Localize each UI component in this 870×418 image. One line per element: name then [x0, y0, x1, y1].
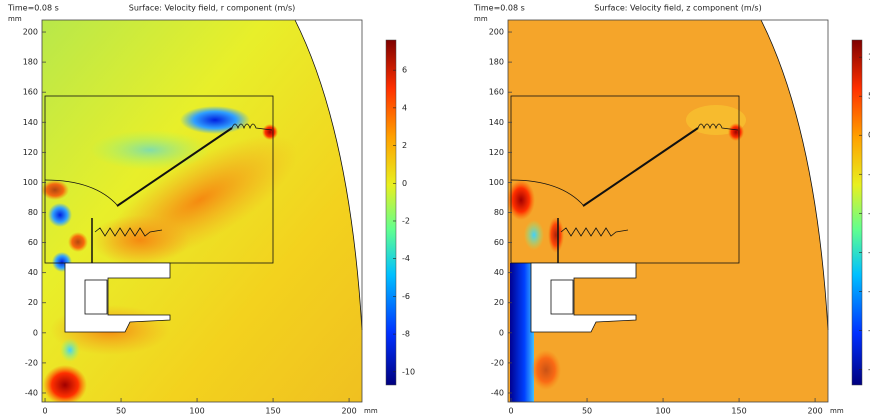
x-tick-label: 100 — [655, 407, 670, 416]
y-tick-label: -20 — [491, 358, 504, 367]
colorbar-tick-label: -10 — [402, 367, 415, 376]
membrane — [116, 127, 233, 207]
y-tick-label: 160 — [489, 88, 504, 97]
field-r — [42, 20, 362, 402]
y-tick-label: 180 — [489, 58, 504, 67]
y-tick-label: 180 — [23, 58, 38, 67]
y-tick-label: 80 — [28, 208, 38, 217]
colorbar-tick-label: -30 — [868, 365, 870, 374]
colorbar-tick-label: -15 — [868, 248, 870, 257]
plot-title: Surface: Velocity field, z component (m/… — [594, 4, 761, 13]
y-tick-label: 0 — [33, 328, 38, 337]
x-tick-label: 0 — [42, 407, 47, 416]
colorbar-tick-label: -25 — [868, 326, 870, 335]
y-tick-label: 160 — [23, 88, 38, 97]
y-unit: mm — [8, 15, 22, 23]
colorbar-tick-label: 6 — [402, 66, 407, 75]
colorbar-tick-label: 0 — [868, 131, 870, 140]
plot-title: Surface: Velocity field, r component (m/… — [129, 4, 296, 13]
colorbar-tick-label: -20 — [868, 287, 870, 296]
x-tick-label: 0 — [508, 407, 513, 416]
time-label: Time=0.08 s — [473, 4, 525, 13]
geometry — [44, 19, 363, 333]
colorbar-tick-label: -8 — [402, 330, 410, 339]
y-tick-label: -40 — [491, 388, 504, 397]
x-tick-label: 50 — [116, 407, 126, 416]
y-tick-label: 200 — [489, 28, 504, 37]
y-tick-label: 100 — [23, 178, 38, 187]
colorbar-tick-label: 0 — [402, 179, 407, 188]
surround — [231, 123, 273, 131]
x-tick-label: 200 — [807, 407, 822, 416]
x-unit: mm — [830, 407, 844, 415]
x-unit: mm — [364, 407, 378, 415]
colorbar-tick-label: -10 — [868, 209, 870, 218]
y-tick-label: 20 — [28, 298, 38, 307]
y-tick-label: 40 — [28, 268, 38, 277]
domain-arc — [294, 19, 363, 331]
pole — [84, 279, 108, 315]
y-tick-label: 40 — [494, 268, 504, 277]
x-tick-label: 100 — [189, 407, 204, 416]
spider — [94, 227, 163, 237]
y-tick-label: 200 — [23, 28, 38, 37]
y-tick-label: 80 — [494, 208, 504, 217]
y-tick-label: 140 — [489, 118, 504, 127]
colorbar-tick-label: -2 — [402, 216, 410, 225]
colorbar-tick-label: -6 — [402, 292, 410, 301]
y-tick-label: 140 — [23, 118, 38, 127]
arc — [44, 179, 119, 207]
colorbar — [385, 39, 397, 386]
y-tick-label: 60 — [494, 238, 504, 247]
y-tick-label: 20 — [494, 298, 504, 307]
colorbar-tick-label: 10 — [868, 53, 870, 62]
x-tick-label: 150 — [731, 407, 746, 416]
plot-frame — [41, 19, 363, 403]
y-tick-label: 60 — [28, 238, 38, 247]
time-label: Time=0.08 s — [7, 4, 59, 13]
plot-frame — [507, 19, 829, 403]
y-tick-label: 100 — [489, 178, 504, 187]
y-tick-label: 0 — [499, 328, 504, 337]
colorbar — [851, 39, 863, 386]
colorbar-tick-label: 5 — [868, 92, 870, 101]
y-tick-label: 120 — [489, 148, 504, 157]
colorbar-tick-label: 4 — [402, 103, 407, 112]
colorbar-tick-label: 2 — [402, 141, 407, 150]
x-tick-label: 200 — [341, 407, 356, 416]
x-tick-label: 50 — [582, 407, 592, 416]
y-tick-label: -20 — [25, 358, 38, 367]
colorbar-tick-label: -5 — [868, 170, 870, 179]
y-unit: mm — [474, 15, 488, 23]
x-tick-label: 150 — [265, 407, 280, 416]
y-tick-label: -40 — [25, 388, 38, 397]
colorbar-tick-label: -4 — [402, 254, 410, 263]
field-z — [508, 20, 828, 402]
y-tick-label: 120 — [23, 148, 38, 157]
